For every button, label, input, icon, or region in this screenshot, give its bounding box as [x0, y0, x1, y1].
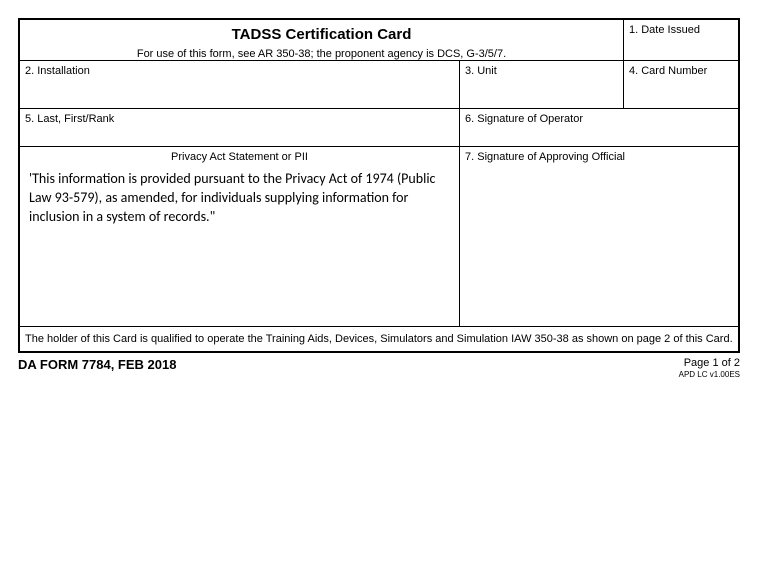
footer-form-id: DA FORM 7784, FEB 2018	[18, 357, 176, 379]
privacy-header: Privacy Act Statement or PII	[25, 150, 454, 170]
footer-page: Page 1 of 2	[679, 357, 740, 370]
row-privacy: Privacy Act Statement or PII 'This infor…	[20, 147, 738, 327]
row-qualifier: The holder of this Card is qualified to …	[20, 327, 738, 351]
field-installation: 2. Installation	[20, 61, 460, 108]
form-card: TADSS Certification Card For use of this…	[18, 18, 740, 353]
field-privacy: Privacy Act Statement or PII 'This infor…	[20, 147, 460, 326]
field-name-rank: 5. Last, First/Rank	[20, 109, 460, 146]
row-header: TADSS Certification Card For use of this…	[20, 20, 738, 61]
field-unit: 3. Unit	[460, 61, 624, 108]
form-title: TADSS Certification Card	[25, 25, 618, 45]
form-footer: DA FORM 7784, FEB 2018 Page 1 of 2 APD L…	[18, 357, 740, 379]
qualifier-text: The holder of this Card is qualified to …	[20, 327, 738, 351]
footer-right: Page 1 of 2 APD LC v1.00ES	[679, 357, 740, 379]
footer-version: APD LC v1.00ES	[679, 370, 740, 379]
field-date-issued: 1. Date Issued	[624, 20, 738, 60]
label-installation: 2. Installation	[25, 65, 90, 77]
label-sig-approving: 7. Signature of Approving Official	[465, 151, 625, 163]
form-subtitle: For use of this form, see AR 350-38; the…	[25, 47, 618, 61]
title-cell: TADSS Certification Card For use of this…	[20, 20, 624, 60]
row-name: 5. Last, First/Rank 6. Signature of Oper…	[20, 109, 738, 147]
label-sig-operator: 6. Signature of Operator	[465, 113, 583, 125]
label-card-number: 4. Card Number	[629, 65, 707, 77]
row-installation: 2. Installation 3. Unit 4. Card Number	[20, 61, 738, 109]
field-sig-operator: 6. Signature of Operator	[460, 109, 738, 146]
privacy-body: 'This information is provided pursuant t…	[25, 170, 454, 227]
label-name-rank: 5. Last, First/Rank	[25, 113, 114, 125]
label-date-issued: 1. Date Issued	[629, 24, 700, 36]
field-card-number: 4. Card Number	[624, 61, 738, 108]
label-unit: 3. Unit	[465, 65, 497, 77]
field-sig-approving: 7. Signature of Approving Official	[460, 147, 738, 326]
